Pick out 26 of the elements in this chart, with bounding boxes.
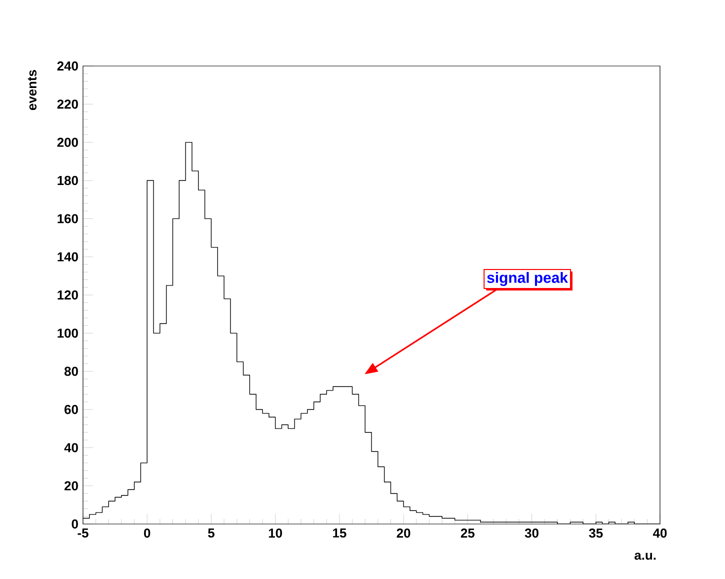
annotation: signal peak xyxy=(487,272,568,286)
y-tick-label: 40 xyxy=(64,443,78,452)
x-tick-label: 40 xyxy=(653,528,667,538)
y-tick-label: 200 xyxy=(57,138,78,147)
y-tick-label: 240 xyxy=(57,61,78,71)
y-tick-label: 120 xyxy=(58,290,78,300)
y-tick-label: 80 xyxy=(64,366,78,376)
x-tick-label: 10 xyxy=(268,528,282,538)
y-tick-label: 140 xyxy=(58,252,78,262)
y-tick-label: 180 xyxy=(58,176,78,186)
x-tick-label: 0 xyxy=(144,528,150,538)
x-tick-label: 5 xyxy=(208,528,214,538)
x-axis-title: a.u. xyxy=(634,552,656,560)
y-tick-label: 220 xyxy=(57,100,78,109)
y-tick-label: 0 xyxy=(72,519,78,529)
y-tick-label: 160 xyxy=(58,214,78,224)
y-axis-title: events xyxy=(28,70,37,110)
x-tick-label: 25 xyxy=(460,528,475,538)
x-tick-label: 15 xyxy=(333,528,346,538)
x-tick-label: 20 xyxy=(396,528,410,538)
y-tick-label: 100 xyxy=(58,328,78,338)
x-tick-label: 30 xyxy=(524,528,538,538)
x-tick-label: -5 xyxy=(78,528,88,538)
x-tick-label: 35 xyxy=(588,528,603,538)
y-tick-label: 60 xyxy=(64,404,78,414)
y-tick-label: 20 xyxy=(64,481,78,490)
